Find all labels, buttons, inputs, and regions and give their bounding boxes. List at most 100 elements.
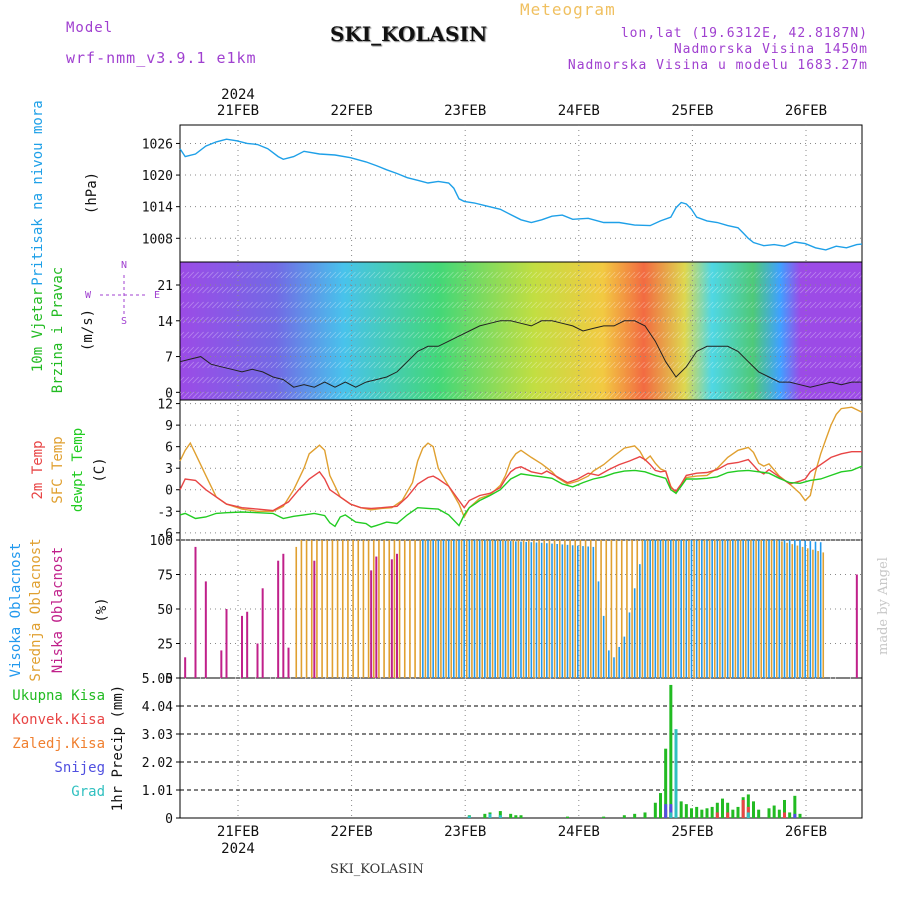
high-cloud-bar	[422, 540, 424, 678]
wind-barb	[608, 316, 616, 324]
wind-barb	[510, 271, 518, 279]
wind-barb	[506, 391, 513, 399]
wind-barb	[731, 361, 738, 369]
wind-barb	[496, 331, 503, 339]
wind-barb	[780, 331, 787, 339]
mid-cloud-bar	[600, 540, 602, 678]
wind-barb	[819, 346, 827, 354]
wind-barb	[540, 271, 547, 279]
wind-barb	[555, 286, 562, 294]
wind-barb	[334, 271, 342, 279]
wind-barb	[804, 361, 812, 369]
mid-cloud-bar	[610, 540, 613, 678]
wind-barb	[711, 331, 719, 339]
wind-barb	[177, 316, 185, 324]
wind-barb	[329, 271, 337, 279]
wind-barb	[275, 286, 283, 294]
wind-barb	[427, 331, 435, 339]
wind-barb	[677, 286, 685, 294]
wind-barb	[310, 286, 317, 294]
wind-barb	[819, 331, 827, 339]
wind-barb	[432, 271, 440, 279]
mid-cloud-bar	[672, 540, 675, 678]
high-cloud-bar	[799, 540, 801, 678]
wind-barb	[471, 346, 479, 354]
wind-barb	[613, 301, 621, 309]
wind-barb	[265, 331, 273, 339]
wind-barb	[770, 361, 778, 369]
precip-bar	[622, 815, 626, 818]
wind-barb	[501, 361, 508, 369]
wind-barb	[221, 346, 229, 354]
wind-barb	[804, 271, 812, 279]
precip-bar	[783, 799, 786, 818]
wind-barb	[437, 391, 444, 399]
wind-barb	[672, 286, 680, 294]
wind-barb	[608, 286, 616, 294]
wind-barb	[403, 346, 410, 354]
mid-cloud-bar	[305, 540, 308, 678]
high-cloud-bar	[773, 540, 775, 678]
wind-barb	[202, 376, 209, 384]
wind-barb	[599, 346, 606, 354]
wind-barb	[589, 361, 596, 369]
mid-cloud-bar	[502, 540, 504, 678]
wind-barb	[261, 301, 268, 309]
wind-barb	[829, 301, 836, 309]
wind-barb	[736, 391, 743, 399]
wind-barb	[819, 376, 827, 384]
wind-barb	[256, 286, 263, 294]
wind-barb	[491, 391, 498, 399]
wind-barb	[403, 331, 410, 339]
wind-barb	[755, 316, 763, 324]
dewpt-line	[179, 465, 863, 528]
wind-barb	[310, 316, 317, 324]
wind-barb	[633, 271, 640, 279]
wind-barb	[584, 271, 591, 279]
low-cloud-bar	[855, 574, 858, 678]
wind-barb	[280, 271, 288, 279]
high-cloud-bar	[664, 540, 667, 678]
wind-barb	[192, 391, 199, 399]
wind-barb	[290, 316, 297, 324]
mid-cloud-bar	[424, 540, 427, 678]
wind-barb	[844, 376, 851, 384]
wind-barb	[804, 331, 812, 339]
wind-barb	[197, 316, 204, 324]
wind-barb	[569, 316, 577, 324]
wind-barb	[510, 376, 518, 384]
wind-barb	[751, 361, 758, 369]
wind-barb	[393, 361, 400, 369]
y-tick-label: 2.02	[142, 756, 173, 771]
wind-barb	[177, 391, 185, 399]
wind-barb	[824, 346, 832, 354]
wind-barb	[501, 376, 508, 384]
y-tick-label: 14	[157, 315, 173, 330]
wind-barb	[834, 301, 841, 309]
wind-barb	[775, 316, 783, 324]
wind-barb	[471, 391, 479, 399]
wind-barb	[236, 361, 244, 369]
wind-barb	[697, 376, 704, 384]
wind-barb	[834, 271, 841, 279]
wind-barb	[638, 361, 645, 369]
wind-barb	[623, 316, 631, 324]
precip-bar	[514, 815, 518, 818]
mid-cloud-bar	[791, 544, 794, 678]
low-cloud-bar	[220, 650, 223, 678]
wind-barb	[452, 361, 459, 369]
wind-barb	[706, 271, 714, 279]
wind-barb	[809, 376, 817, 384]
wind-barb	[555, 301, 562, 309]
wind-barb	[466, 271, 474, 279]
wind-barb	[241, 331, 248, 339]
wind-barb	[525, 301, 533, 309]
wind-barb	[403, 391, 410, 399]
low-cloud-bar	[277, 560, 280, 678]
wind-barb	[422, 346, 430, 354]
wind-barb	[398, 301, 405, 309]
wind-barb	[496, 316, 503, 324]
wind-barb	[329, 286, 337, 294]
wind-barb	[834, 346, 841, 354]
wind-barb	[559, 361, 567, 369]
